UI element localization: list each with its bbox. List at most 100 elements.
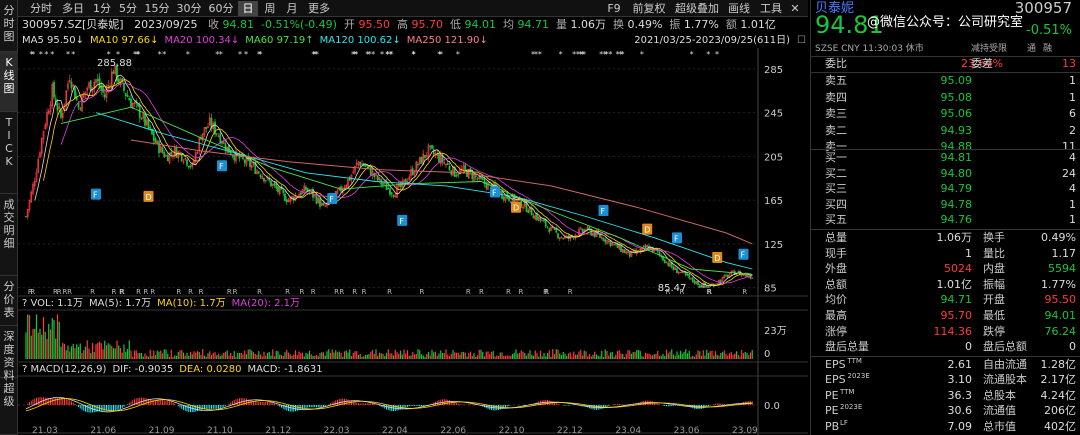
candle-body: [410, 169, 412, 177]
svg-text:F: F: [219, 162, 224, 171]
vol-bar: [553, 354, 556, 359]
candle-body: [151, 128, 153, 135]
candle-body: [375, 174, 377, 176]
period-tab-7[interactable]: 日: [238, 1, 258, 16]
toolbar-action-3[interactable]: 画线: [728, 2, 750, 15]
event-star-icon: *: [389, 50, 393, 59]
candle-body: [700, 285, 703, 287]
fund-label: 自由流通: [983, 358, 1027, 371]
r-marker: R: [119, 288, 124, 296]
x-tick: 21.06: [90, 426, 116, 435]
r-marker: R: [680, 288, 685, 296]
ma-value: 100.62↓: [357, 35, 401, 46]
macd-legend-item: ? MACD(12,26,9): [22, 364, 107, 375]
finance-report-icon[interactable]: F: [598, 205, 609, 217]
vol-bar: [76, 344, 78, 359]
finance-report-icon[interactable]: F: [217, 160, 227, 172]
period-tab-0[interactable]: 分时: [30, 2, 52, 15]
candle-body: [147, 119, 150, 129]
left-tab-3[interactable]: 成交明细: [0, 194, 18, 276]
vol-bar: [646, 353, 648, 359]
period-tab-5[interactable]: 30分: [176, 2, 202, 15]
vol-bar: [461, 351, 463, 359]
period-tab-6[interactable]: 60分: [208, 2, 234, 15]
vol-bar: [34, 328, 36, 359]
left-tab-5[interactable]: 深度资料: [0, 326, 18, 382]
toolbar-action-0[interactable]: F9: [607, 2, 621, 15]
finance-report-icon[interactable]: F: [738, 248, 749, 260]
ask-price: 94.88: [940, 140, 973, 154]
period-tab-2[interactable]: 1分: [93, 2, 111, 15]
vol-bar: [207, 353, 209, 359]
candle-body: [728, 274, 731, 277]
vol-bar: [350, 356, 353, 359]
dividend-icon[interactable]: D: [642, 223, 653, 235]
vol-bar: [364, 355, 367, 359]
ma-legend-line: MA5 95.50↓ MA10 97.66↓ MA20 100.34↓ MA60 97…: [22, 34, 808, 48]
vol-bar: [410, 355, 412, 359]
finance-report-icon[interactable]: F: [327, 193, 338, 204]
vol-bar: [319, 353, 321, 359]
r-marker: R: [257, 288, 262, 296]
candle-body: [557, 233, 559, 239]
candle-body: [158, 141, 160, 154]
vol-bar: [202, 349, 204, 359]
vol-bar: [706, 350, 708, 359]
stat-value: 1.77%: [1041, 277, 1076, 291]
toolbar-action-2[interactable]: 超级叠加: [675, 2, 719, 15]
candle-body: [537, 216, 540, 221]
period-tab-1[interactable]: 多日: [62, 2, 84, 15]
vol-bar: [140, 352, 143, 359]
stat-value: 1.17: [1051, 246, 1077, 260]
settings-icon[interactable]: ☐: [797, 35, 806, 46]
dividend-icon[interactable]: D: [511, 201, 521, 213]
period-tab-8[interactable]: 周: [264, 2, 276, 15]
left-tab-0[interactable]: 分时图: [0, 0, 18, 52]
vol-bar: [749, 352, 752, 359]
event-star-icon: *: [616, 50, 620, 59]
period-tab-3[interactable]: 5分: [119, 2, 137, 15]
x-tick: 21.10: [207, 426, 233, 435]
period-tab-4[interactable]: 15分: [144, 2, 170, 15]
stat-value: 95.50: [1044, 293, 1077, 307]
finance-report-icon[interactable]: F: [672, 232, 682, 244]
ask-label: 卖三: [825, 107, 847, 121]
close-icon[interactable]: ✕: [790, 2, 800, 15]
finance-report-icon[interactable]: F: [397, 214, 408, 226]
vol-bar: [284, 352, 286, 359]
candle-body: [721, 276, 724, 282]
vol-bar: [317, 356, 319, 359]
left-tab-6[interactable]: 超级: [0, 378, 18, 435]
vol-bar: [291, 356, 293, 359]
vol-bar: [587, 356, 589, 359]
candle-body: [275, 183, 278, 189]
finance-report-icon[interactable]: F: [91, 188, 101, 200]
toolbar-action-4[interactable]: 工具: [760, 2, 782, 15]
dividend-icon[interactable]: D: [712, 252, 723, 264]
period-tab-9[interactable]: 月: [286, 2, 298, 15]
event-star-icon: *: [531, 50, 535, 59]
period-tab-10[interactable]: 更多: [308, 2, 330, 15]
candle-body: [319, 198, 321, 207]
vol-bar: [475, 356, 477, 359]
vol-bar: [366, 354, 368, 359]
vol-bar: [188, 355, 190, 359]
bid-volume: 1: [1069, 197, 1076, 211]
event-star-icon: *: [71, 50, 75, 59]
vol-bar: [210, 355, 213, 359]
vol-bar: [672, 354, 675, 359]
toolbar-action-1[interactable]: 前复权: [632, 2, 666, 15]
dividend-icon[interactable]: D: [143, 190, 154, 202]
left-tab-4[interactable]: 分价表: [0, 276, 18, 326]
finance-report-icon[interactable]: F: [490, 186, 500, 198]
vol-bar: [443, 353, 445, 359]
vol-bar: [700, 355, 703, 359]
fund-value: 36.3: [947, 388, 973, 402]
vol-bar: [431, 349, 433, 359]
vol-bar: [209, 351, 211, 359]
r-marker: R: [176, 288, 181, 296]
ask-price: 95.09: [940, 74, 973, 87]
